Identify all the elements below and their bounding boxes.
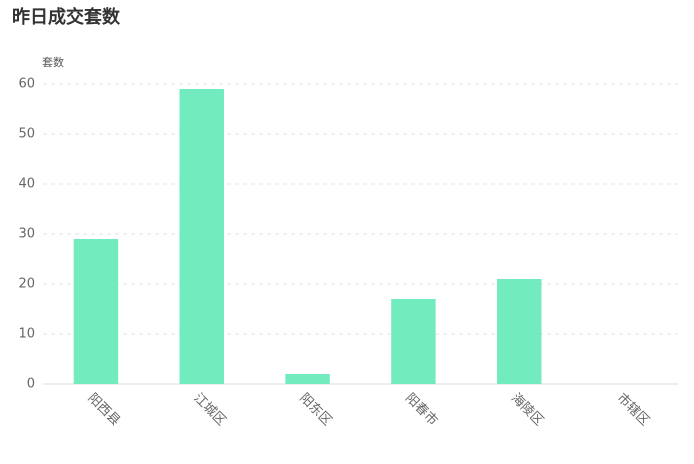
bar <box>391 299 436 384</box>
x-tick-label: 阳西县 <box>85 391 123 429</box>
y-tick-label: 0 <box>27 377 35 392</box>
bar <box>73 239 119 384</box>
x-tick-label: 市辖区 <box>614 390 653 429</box>
y-tick-label: 60 <box>18 77 35 92</box>
chart-title: 昨日成交套数 <box>12 6 121 28</box>
x-tick-label: 阳春市 <box>402 390 441 429</box>
x-tick-label: 阳东区 <box>296 391 334 429</box>
y-tick-label: 20 <box>18 277 35 292</box>
bar <box>179 89 224 384</box>
y-tick-label: 30 <box>18 227 35 242</box>
x-tick-label: 江城区 <box>190 391 228 429</box>
y-tick-label: 50 <box>18 127 35 142</box>
bar <box>497 279 542 384</box>
y-axis-title: 套数 <box>42 56 64 69</box>
x-tick-label: 海陵区 <box>508 391 546 429</box>
y-tick-label: 40 <box>18 177 35 192</box>
bar <box>285 374 330 384</box>
y-tick-label: 10 <box>18 327 35 342</box>
